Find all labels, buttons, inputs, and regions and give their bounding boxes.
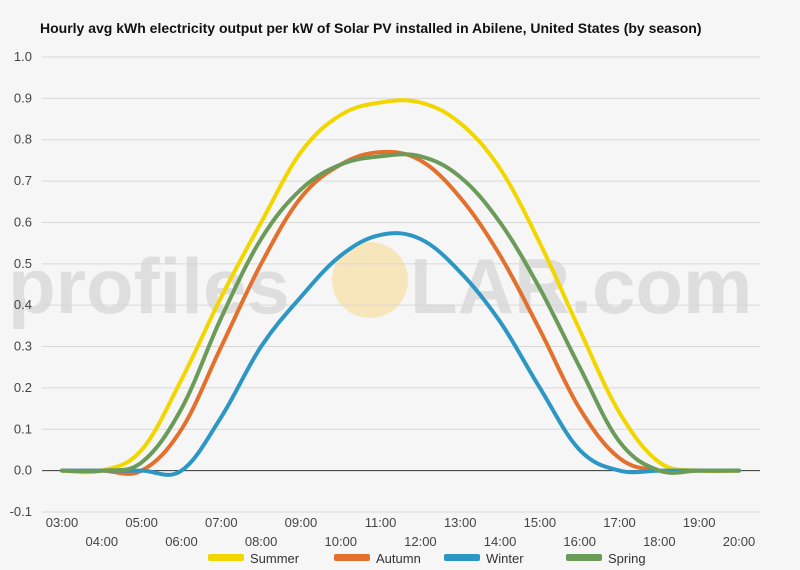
y-tick-label: 0.8	[14, 132, 32, 147]
x-tick-label: 12:00	[404, 534, 437, 549]
x-tick-label: 05:00	[125, 515, 158, 530]
x-tick-label: 03:00	[46, 515, 79, 530]
watermark-text-right: LAR.com	[410, 242, 752, 330]
x-tick-label: 19:00	[683, 515, 716, 530]
chart-title: Hourly avg kWh electricity output per kW…	[40, 20, 702, 36]
x-tick-label: 14:00	[484, 534, 517, 549]
legend-swatch-spring	[566, 554, 602, 561]
legend-swatch-summer	[208, 554, 244, 561]
x-tick-label: 06:00	[165, 534, 198, 549]
x-tick-label: 10:00	[324, 534, 357, 549]
x-tick-label: 16:00	[563, 534, 596, 549]
legend-swatch-autumn	[334, 554, 370, 561]
x-tick-label: 17:00	[603, 515, 636, 530]
y-tick-label: 0.6	[14, 214, 32, 229]
series-line-winter	[60, 231, 741, 477]
y-tick-label: 0.7	[14, 173, 32, 188]
x-tick-label: 04:00	[86, 534, 119, 549]
y-tick-label: 0.3	[14, 339, 32, 354]
y-tick-label: 0.5	[14, 256, 32, 271]
legend-label-spring: Spring	[608, 551, 646, 566]
series-line-summer	[60, 98, 741, 475]
x-tick-label: 15:00	[524, 515, 557, 530]
legend-label-summer: Summer	[250, 551, 300, 566]
legend-swatch-winter	[444, 554, 480, 561]
legend-label-winter: Winter	[486, 551, 524, 566]
legend-label-autumn: Autumn	[376, 551, 421, 566]
x-tick-label: 13:00	[444, 515, 477, 530]
y-tick-label: 0.4	[14, 297, 32, 312]
x-tick-label: 11:00	[365, 515, 397, 530]
watermark-sun-icon	[332, 242, 408, 318]
x-tick-label: 07:00	[205, 515, 238, 530]
x-tick-label: 09:00	[285, 515, 318, 530]
x-tick-label: 20:00	[723, 534, 756, 549]
series-line-spring	[60, 152, 741, 475]
y-tick-label: 0.0	[14, 463, 32, 478]
y-tick-label: 0.2	[14, 380, 32, 395]
x-tick-label: 18:00	[643, 534, 676, 549]
watermark-text-left: profiles	[8, 242, 290, 330]
y-tick-label: -0.1	[10, 504, 32, 519]
y-tick-label: 1.0	[14, 49, 32, 64]
x-tick-label: 08:00	[245, 534, 278, 549]
y-tick-label: 0.1	[14, 421, 32, 436]
y-tick-label: 0.9	[14, 90, 32, 105]
